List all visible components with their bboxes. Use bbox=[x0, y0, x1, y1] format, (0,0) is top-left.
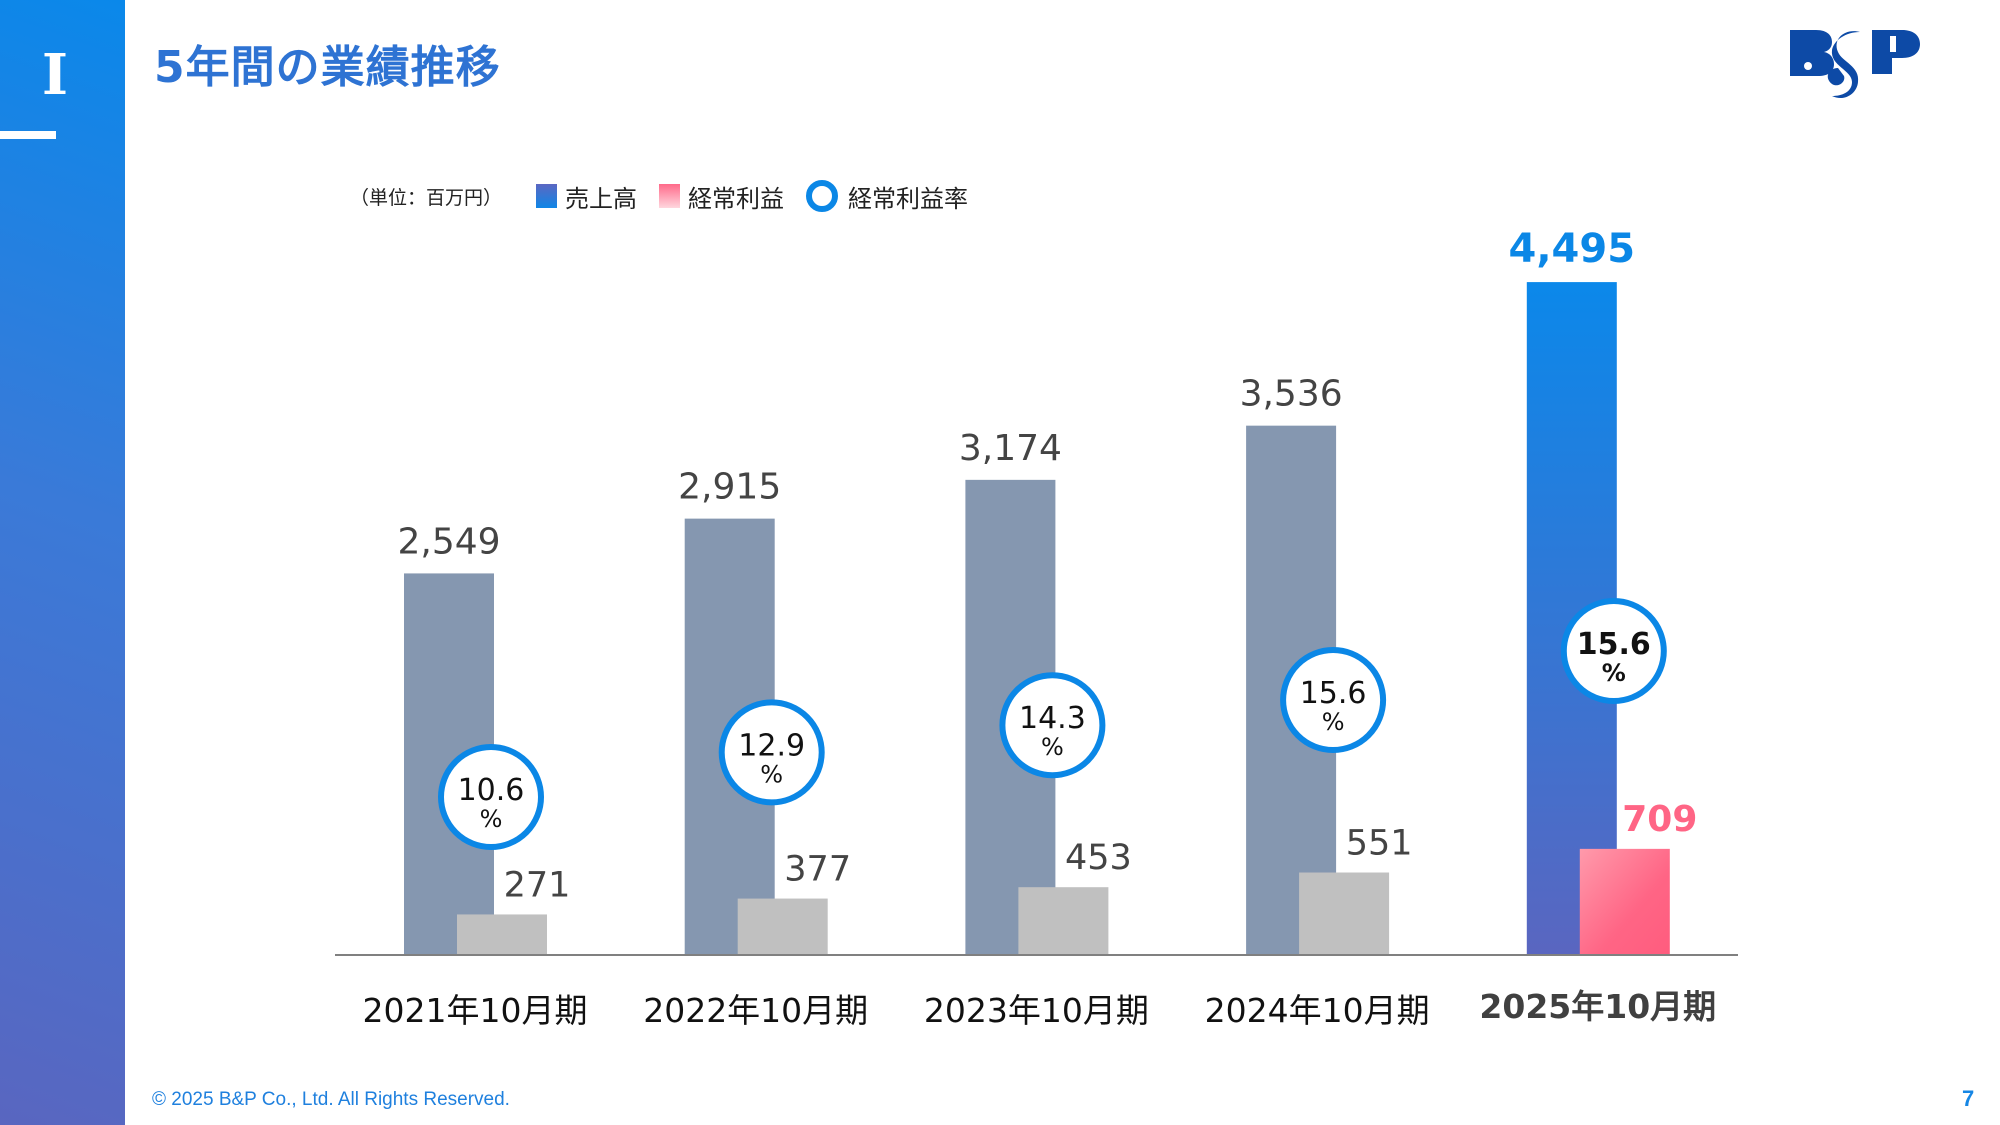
section-number: Ⅰ bbox=[41, 42, 69, 108]
margin-circle bbox=[718, 699, 825, 806]
margin-circle bbox=[1280, 647, 1387, 753]
sales-value-label: 2,549 bbox=[397, 521, 500, 562]
margin-percent-label: % bbox=[480, 805, 503, 833]
x-tick-label: 2024年10月期 bbox=[1205, 991, 1430, 1030]
page-title: 5年間の業績推移 bbox=[154, 42, 501, 93]
sales-value-label: 3,174 bbox=[959, 428, 1062, 469]
profit-value-label: 271 bbox=[504, 865, 571, 905]
profit-bar bbox=[737, 898, 828, 955]
page-number: 7 bbox=[1962, 1086, 1975, 1111]
profit-bar bbox=[457, 914, 547, 955]
margin-value-label: 12.9 bbox=[738, 728, 805, 763]
sales-value-label: 2,915 bbox=[678, 467, 781, 508]
sales-value-label: 3,536 bbox=[1240, 374, 1343, 415]
unit-label: （単位：百万円） bbox=[350, 186, 503, 209]
profit-value-label: 551 bbox=[1346, 824, 1413, 864]
margin-value-label: 15.6 bbox=[1300, 676, 1367, 711]
x-tick-label: 2021年10月期 bbox=[363, 991, 588, 1030]
sidebar: Ⅰ bbox=[0, 0, 125, 1125]
profit-bar bbox=[1579, 848, 1670, 955]
margin-percent-label: % bbox=[1322, 708, 1345, 736]
profit-value-label: 453 bbox=[1065, 838, 1132, 878]
chart-legend: （単位：百万円） 売上高 経常利益 経常利益率 bbox=[350, 176, 990, 216]
logo-icon bbox=[1790, 30, 1920, 99]
margin-percent-label: % bbox=[1041, 733, 1064, 761]
profit-value-label: 377 bbox=[784, 850, 851, 890]
company-logo bbox=[1790, 30, 1920, 99]
sales-legend-swatch-icon bbox=[536, 184, 558, 208]
legend-item-profit: 経常利益 bbox=[688, 184, 785, 213]
margin-percent-label: % bbox=[760, 760, 783, 788]
copyright-footer: © 2025 B&P Co., Ltd. All Rights Reserved… bbox=[152, 1089, 510, 1110]
x-tick-label: 2022年10月期 bbox=[643, 991, 868, 1030]
legend-item-sales: 売上高 bbox=[565, 184, 638, 213]
profit-value-label: 709 bbox=[1622, 799, 1697, 840]
margin-percent-label: % bbox=[1602, 659, 1626, 687]
x-tick-label: 2023年10月期 bbox=[924, 991, 1149, 1030]
margin-circle bbox=[1560, 598, 1667, 704]
profit-bar bbox=[1018, 887, 1109, 955]
margin-value-label: 14.3 bbox=[1019, 701, 1086, 736]
legend-item-margin: 経常利益率 bbox=[848, 184, 969, 213]
section-underline bbox=[0, 131, 56, 139]
margin-legend-ring-icon bbox=[806, 180, 839, 212]
margin-value-label: 10.6 bbox=[458, 773, 525, 808]
profit-legend-swatch-icon bbox=[659, 184, 681, 208]
margin-value-label: 15.6 bbox=[1577, 627, 1651, 662]
sales-value-label: 4,495 bbox=[1509, 226, 1636, 272]
profit-bar bbox=[1299, 872, 1390, 955]
x-tick-label: 2025年10月期 bbox=[1479, 987, 1716, 1026]
margin-circle bbox=[438, 744, 544, 850]
margin-circle bbox=[999, 672, 1106, 779]
